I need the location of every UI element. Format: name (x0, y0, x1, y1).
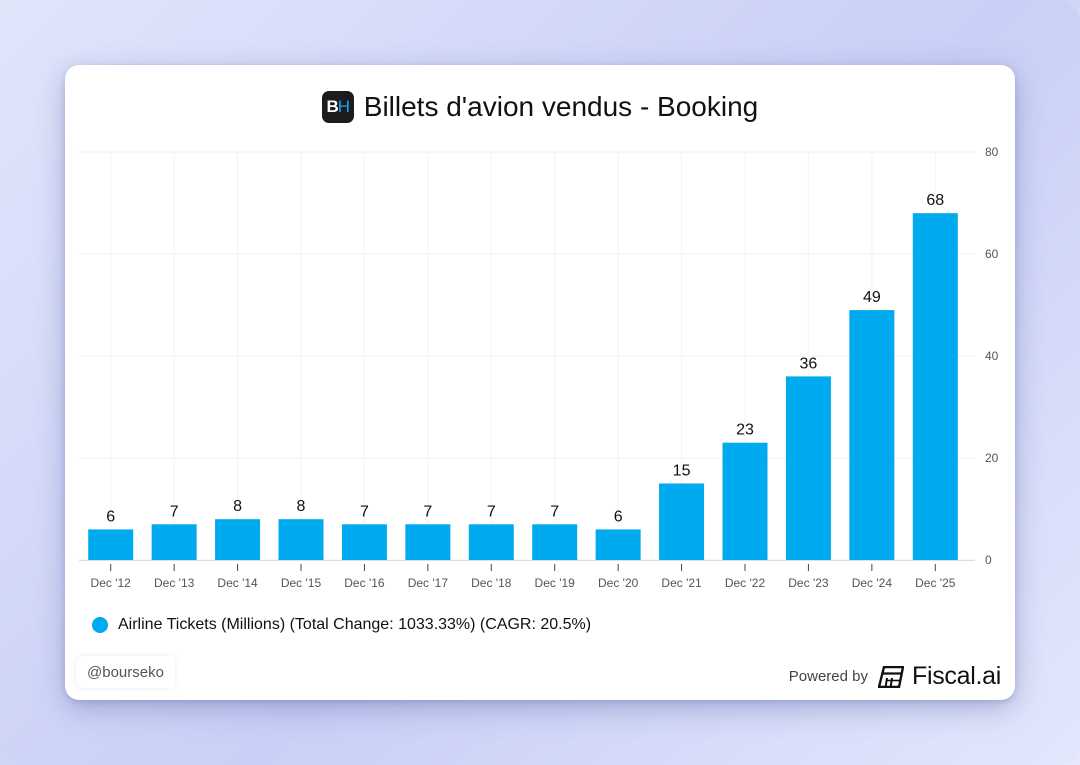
x-tick-label: Dec '24 (852, 576, 893, 590)
legend-marker (92, 617, 108, 633)
x-tick-label: Dec '23 (788, 576, 829, 590)
grid-lines (79, 151, 975, 561)
x-tick-label: Dec '17 (408, 576, 449, 590)
bar (468, 524, 514, 560)
data-label: 36 (800, 355, 818, 372)
x-tick-label: Dec '16 (344, 576, 385, 590)
bar (785, 376, 831, 560)
data-label: 49 (863, 289, 881, 306)
x-tick-label: Dec '18 (471, 576, 512, 590)
x-tick-label: Dec '12 (91, 576, 132, 590)
bar (278, 519, 324, 560)
data-label: 7 (360, 503, 369, 520)
y-tick-label: 80 (985, 145, 999, 159)
author-handle: @bourseko (76, 656, 175, 688)
x-tick-label: Dec '25 (915, 576, 956, 590)
data-label: 7 (487, 503, 496, 520)
x-tick-label: Dec '19 (535, 576, 576, 590)
y-tick-label: 60 (985, 247, 999, 261)
bar (88, 529, 134, 560)
bar (595, 529, 641, 560)
data-labels: 6 7 8 8 7 7 7 7 6 15 23 36 49 68 (106, 192, 944, 525)
data-label: 8 (233, 498, 242, 515)
x-tick-label: Dec '14 (217, 576, 258, 590)
x-tick-label: Dec '13 (154, 576, 195, 590)
bar (215, 519, 261, 560)
x-tick-label: Dec '20 (598, 576, 639, 590)
legend-label: Airline Tickets (Millions) (Total Change… (118, 616, 592, 633)
y-tick-label: 40 (985, 349, 999, 363)
data-label: 6 (614, 508, 623, 525)
bar (849, 310, 895, 560)
x-tick-label: Dec '21 (661, 576, 702, 590)
bar (341, 524, 387, 560)
legend[interactable]: Airline Tickets (Millions) (Total Change… (92, 616, 591, 634)
bar (405, 524, 451, 560)
bar (659, 483, 705, 560)
data-label: 68 (926, 192, 944, 209)
bar (912, 213, 958, 560)
y-axis-ticks: 0 20 40 60 80 (985, 145, 999, 567)
data-label: 7 (170, 503, 179, 520)
data-label: 7 (550, 503, 559, 520)
x-tick-label: Dec '15 (281, 576, 322, 590)
data-label: 6 (106, 508, 115, 525)
y-tick-label: 0 (985, 553, 992, 567)
bar (722, 442, 768, 560)
x-tick-label: Dec '22 (725, 576, 766, 590)
fiscal-brand: Fiscal.ai (912, 662, 1001, 690)
x-axis: Dec '12 Dec '13 Dec '14 Dec '15 Dec '16 Dec '… (79, 560, 975, 590)
data-label: 23 (736, 422, 754, 439)
data-label: 7 (423, 503, 432, 520)
fiscal-logo-icon (878, 665, 904, 688)
powered-by: Powered by Fiscal.ai (788, 662, 1002, 691)
data-label: 8 (297, 498, 306, 515)
bar (532, 524, 578, 560)
bar (151, 524, 197, 560)
bars (88, 213, 958, 560)
y-tick-label: 20 (985, 451, 999, 465)
data-label: 15 (673, 463, 691, 480)
chart-title: Billets d'avion vendus - Booking (363, 91, 759, 122)
powered-by-text: Powered by (788, 668, 868, 685)
